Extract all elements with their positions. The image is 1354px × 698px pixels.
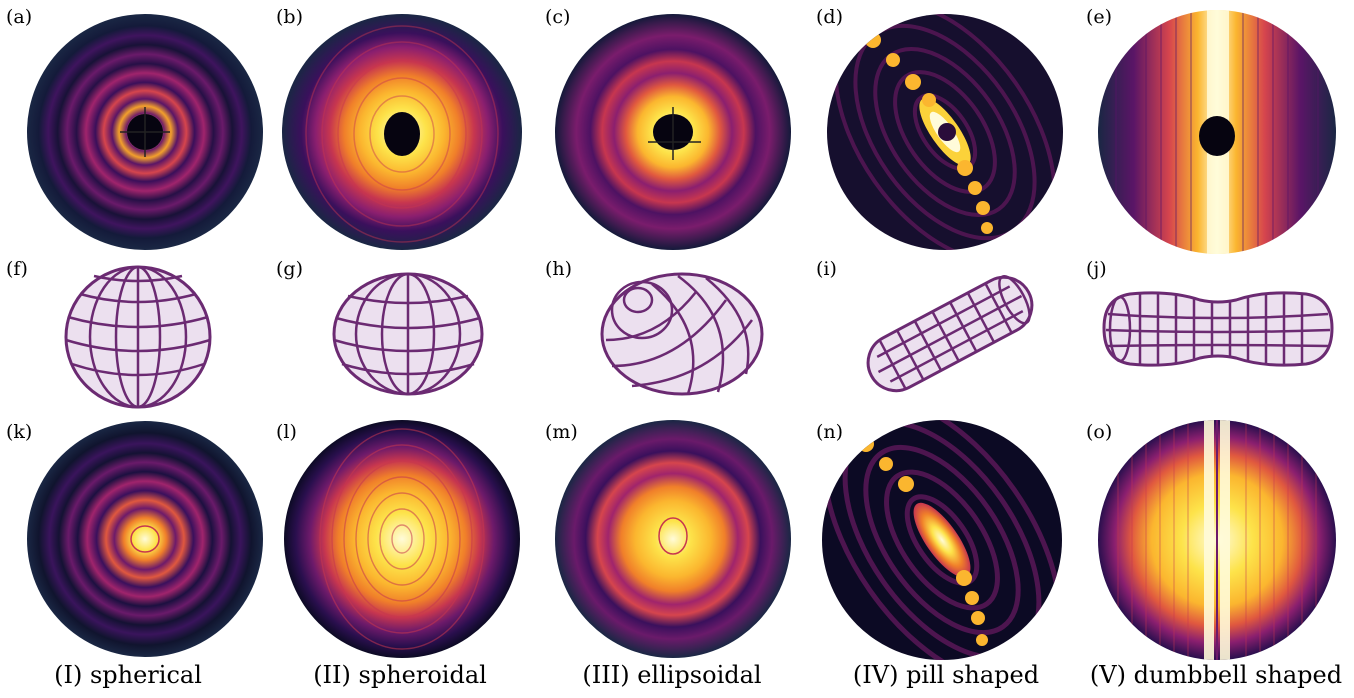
panel-label-o: (o) <box>1086 421 1113 443</box>
shape-pill <box>866 275 1034 393</box>
shape-ellipsoid <box>600 272 764 396</box>
panel-label-f: (f) <box>6 258 28 280</box>
diffraction-pattern-e <box>1098 10 1336 254</box>
simulated-pattern-l <box>284 420 520 658</box>
caption-spheroidal: (II) spheroidal <box>313 661 487 689</box>
diffraction-pattern-d <box>827 14 1063 250</box>
panel-label-a: (a) <box>6 6 33 28</box>
panel-label-i: (i) <box>816 258 837 280</box>
shape-dumbbell <box>1102 291 1334 367</box>
panel-label-n: (n) <box>816 421 844 443</box>
shape-sphere <box>64 265 212 409</box>
shape-spheroid <box>332 272 484 396</box>
panel-label-b: (b) <box>276 6 303 28</box>
caption-spherical: (I) spherical <box>54 661 202 689</box>
panel-label-l: (l) <box>276 421 297 443</box>
panel-label-c: (c) <box>545 6 571 28</box>
panel-label-g: (g) <box>276 258 303 280</box>
panel-label-e: (e) <box>1086 6 1113 28</box>
simulated-pattern-m <box>555 420 791 658</box>
diffraction-pattern-c <box>555 14 791 250</box>
caption-ellipsoidal: (III) ellipsoidal <box>582 661 762 689</box>
simulated-pattern-k <box>27 421 263 657</box>
diffraction-pattern-a <box>27 14 263 250</box>
simulated-pattern-n <box>822 420 1062 660</box>
panel-label-m: (m) <box>545 421 578 443</box>
panel-label-h: (h) <box>545 258 573 280</box>
simulated-pattern-o <box>1098 420 1336 660</box>
panel-label-j: (j) <box>1086 258 1107 280</box>
caption-pill-shaped: (IV) pill shaped <box>852 661 1040 689</box>
panel-label-d: (d) <box>816 6 843 28</box>
panel-label-k: (k) <box>6 421 33 443</box>
caption-dumbbell-shaped: (V) dumbbell shaped <box>1089 661 1343 689</box>
diffraction-pattern-b <box>282 14 522 250</box>
